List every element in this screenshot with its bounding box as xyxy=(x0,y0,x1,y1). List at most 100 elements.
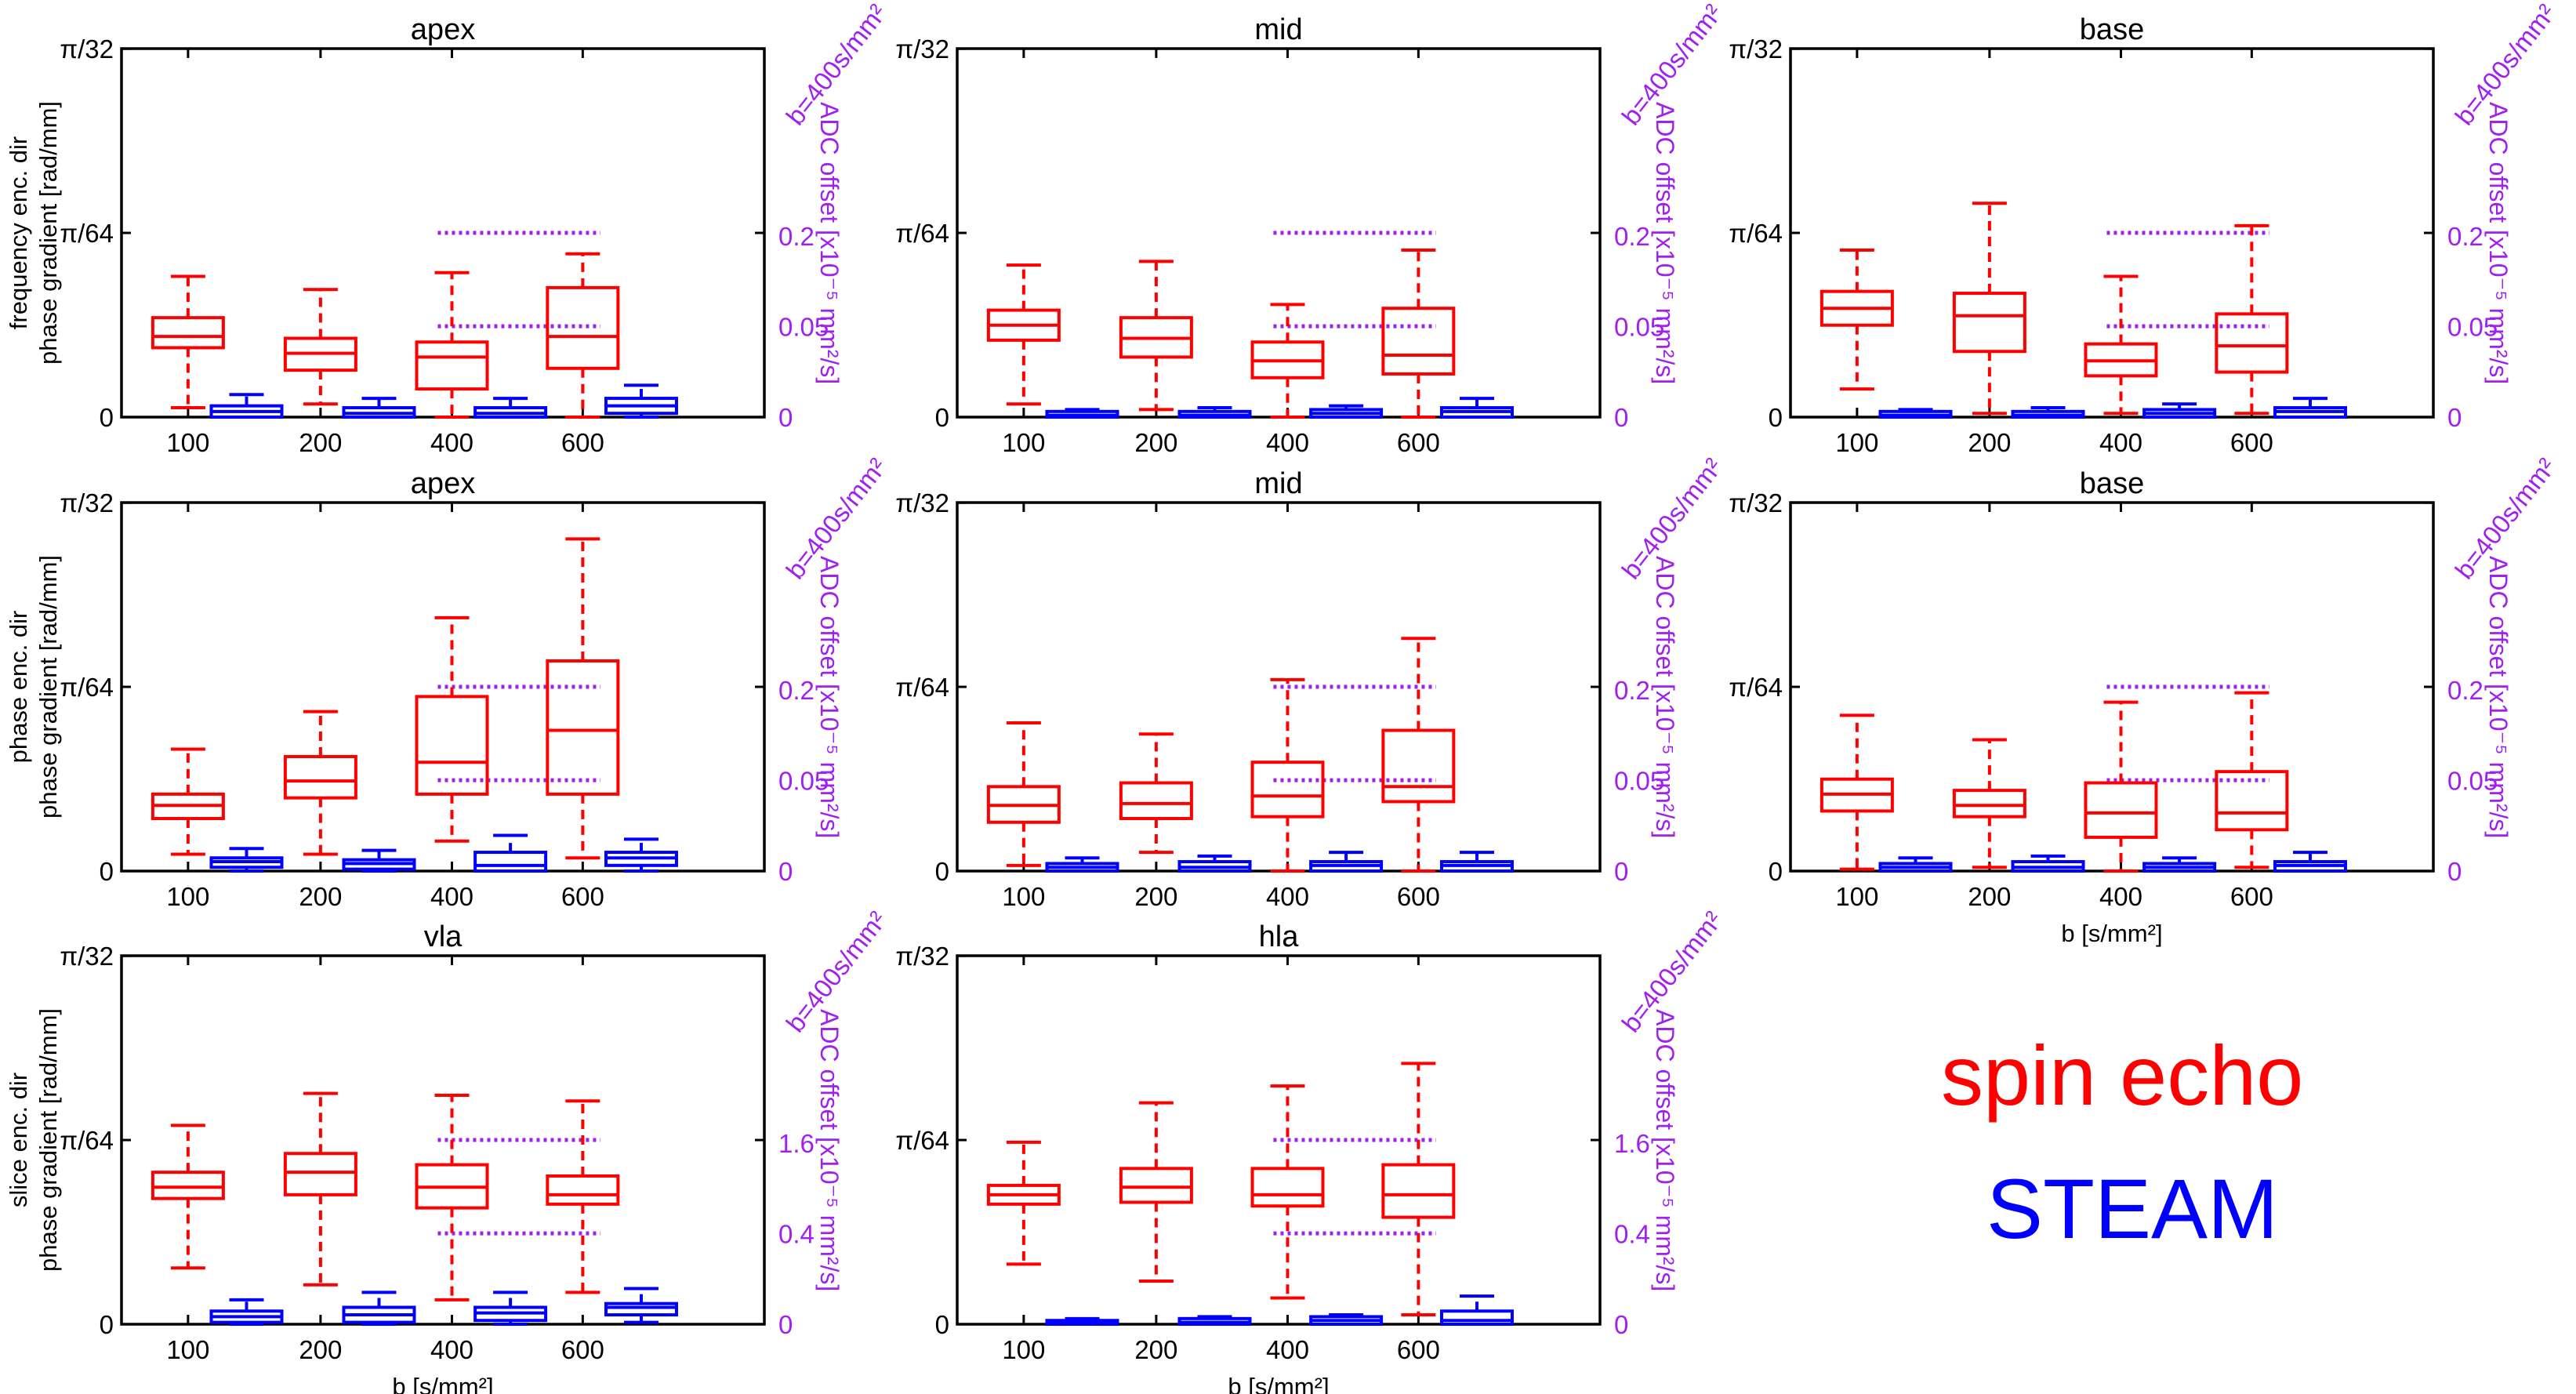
box-iqr xyxy=(1381,307,1456,376)
box-steam-400 xyxy=(2142,856,2217,873)
legend-steam: STEAM xyxy=(1986,1161,2279,1256)
y-tick-label: π/64 xyxy=(60,1126,114,1155)
box-spin-echo-200 xyxy=(1952,738,2026,869)
box-spin-echo-600 xyxy=(1381,1062,1456,1317)
box-steam-200 xyxy=(342,1291,416,1326)
box-steam-200 xyxy=(2011,854,2085,873)
box-iqr xyxy=(283,755,357,800)
box-spin-echo-400 xyxy=(1250,303,1325,419)
axes-frame xyxy=(956,954,1602,1326)
axes-frame xyxy=(120,501,766,873)
box-spin-echo-100 xyxy=(986,1140,1061,1266)
x-axis-label: b [s/mm²] xyxy=(392,1373,493,1394)
y-tick-label: π/32 xyxy=(1729,488,1783,517)
y-axis-label-line1: slice enc. dir xyxy=(5,1073,32,1207)
panel-title: mid xyxy=(1254,13,1302,46)
panel-vla-2: vla 0 π/64 π/32 100 200 400 600 b [s/mm²] 0 0.4 1.6… xyxy=(60,906,892,1394)
x-tick-label: 400 xyxy=(1266,882,1309,911)
adc-axis-label: ADC offset [x10⁻⁵ mm²/s] xyxy=(815,1009,844,1291)
y-tick-label: 0 xyxy=(935,1310,949,1339)
adc-tick-label: 1.6 xyxy=(778,1129,815,1158)
box-iqr xyxy=(1952,789,2026,819)
box-iqr xyxy=(283,1152,357,1196)
box-spin-echo-600 xyxy=(2215,691,2289,869)
box-iqr xyxy=(1381,728,1456,804)
box-steam-600 xyxy=(604,383,678,419)
x-tick-label: 600 xyxy=(561,882,604,911)
box-steam-100 xyxy=(1878,856,1953,873)
adc-tick-label: 0.05 xyxy=(1614,312,1664,341)
box-iqr xyxy=(1119,781,1193,820)
box-steam-400 xyxy=(473,397,548,419)
adc-tick-label: 0.2 xyxy=(2447,222,2483,251)
box-steam-400 xyxy=(473,1291,548,1326)
adc-tick-label: 0.05 xyxy=(2447,312,2498,341)
adc-tick-label: 0.05 xyxy=(778,766,829,795)
adc-tick-label: 0 xyxy=(1614,403,1628,432)
adc-axis-label: ADC offset [x10⁻⁵ mm²/s] xyxy=(815,102,844,384)
adc-tick-label: 0.2 xyxy=(2447,676,2483,705)
box-spin-echo-400 xyxy=(415,270,489,419)
y-tick-label: π/32 xyxy=(895,488,949,517)
box-steam-100 xyxy=(1045,408,1119,419)
x-tick-label: 400 xyxy=(1266,428,1309,457)
box-spin-echo-600 xyxy=(546,252,620,419)
box-spin-echo-100 xyxy=(151,1124,225,1270)
box-spin-echo-100 xyxy=(1820,249,1894,391)
y-tick-label: π/32 xyxy=(895,34,949,64)
adc-axis-label: ADC offset [x10⁻⁵ mm²/s] xyxy=(2484,556,2513,838)
box-spin-echo-200 xyxy=(1119,260,1193,412)
x-tick-label: 100 xyxy=(1835,882,1878,911)
panel-base-1: base 0 π/64 π/32 100 200 400 600 b [s/mm²] 0 0.05 0… xyxy=(1729,452,2561,947)
box-steam-400 xyxy=(2142,402,2217,419)
y-axis-label-line1: frequency enc. dir xyxy=(5,136,32,329)
x-tick-label: 600 xyxy=(1397,882,1440,911)
panel-title: vla xyxy=(424,920,463,953)
box-steam-100 xyxy=(1045,1316,1119,1327)
adc-tick-label: 0 xyxy=(2447,857,2462,886)
adc-tick-label: 1.6 xyxy=(1614,1129,1650,1158)
box-iqr xyxy=(2215,770,2289,832)
x-tick-label: 400 xyxy=(2099,882,2142,911)
x-axis-label: b [s/mm²] xyxy=(2061,920,2162,947)
y-tick-label: π/64 xyxy=(1729,219,1783,248)
adc-tick-label: 0.4 xyxy=(1614,1219,1650,1248)
box-spin-echo-600 xyxy=(1381,637,1456,873)
adc-axis-label: ADC offset [x10⁻⁵ mm²/s] xyxy=(815,556,844,838)
y-tick-label: π/64 xyxy=(895,219,949,248)
x-tick-label: 600 xyxy=(561,428,604,457)
box-steam-600 xyxy=(2273,851,2347,873)
box-steam-200 xyxy=(1177,1315,1252,1327)
x-tick-label: 200 xyxy=(1134,428,1177,457)
box-spin-echo-200 xyxy=(1952,201,2026,416)
panel-hla-2: hla 0 π/64 π/32 100 200 400 600 b [s/mm²] 0 0.4 1.6… xyxy=(895,906,1728,1394)
box-steam-200 xyxy=(342,848,416,873)
y-axis-label-line2: phase gradient [rad/mm] xyxy=(34,555,62,819)
adc-tick-label: 0.2 xyxy=(1614,676,1650,705)
y-tick-label: 0 xyxy=(1769,403,1783,432)
box-spin-echo-100 xyxy=(1820,713,1894,871)
box-steam-200 xyxy=(342,397,416,419)
adc-tick-label: 0 xyxy=(778,403,793,432)
y-tick-label: π/64 xyxy=(895,673,949,702)
adc-tick-label: 0.05 xyxy=(778,312,829,341)
adc-axis-label: ADC offset [x10⁻⁵ mm²/s] xyxy=(2484,102,2513,384)
box-steam-100 xyxy=(1045,856,1119,873)
adc-tick-label: 0.05 xyxy=(2447,766,2498,795)
box-iqr xyxy=(2215,312,2289,374)
box-iqr xyxy=(1381,1163,1456,1219)
y-tick-label: π/64 xyxy=(895,1126,949,1155)
y-tick-label: 0 xyxy=(100,403,114,432)
panel-title: base xyxy=(2080,467,2144,500)
x-tick-label: 600 xyxy=(1397,1335,1440,1364)
y-tick-label: 0 xyxy=(935,857,949,886)
box-steam-400 xyxy=(473,833,548,873)
y-tick-label: 0 xyxy=(100,857,114,886)
box-spin-echo-400 xyxy=(415,615,489,843)
panel-title: apex xyxy=(411,467,475,500)
x-tick-label: 100 xyxy=(166,882,209,911)
